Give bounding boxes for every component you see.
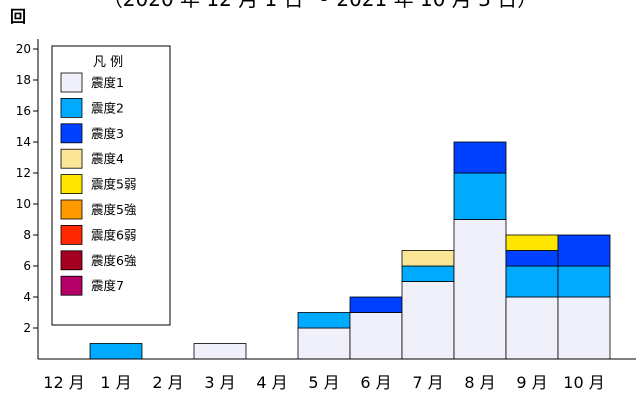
- y-tick-label: 18: [16, 73, 31, 87]
- x-tick-label: 3 月: [204, 373, 235, 392]
- chart-subtitle: （2020 年 12 月 1 日 ～ 2021 年 10 月 3 日）: [103, 0, 537, 11]
- x-tick-label: 8 月: [464, 373, 495, 392]
- y-ticks-group: 2 4 6 8 10 12 14 16 18 20: [16, 42, 38, 335]
- bar-segment: [193, 343, 247, 360]
- legend-label: 震度1: [91, 75, 124, 90]
- legend-swatch: [60, 224, 83, 245]
- y-tick-label: 14: [16, 135, 31, 149]
- bar-segment: [505, 234, 559, 251]
- bar-segment: [401, 281, 455, 360]
- bar-segment: [297, 327, 351, 360]
- legend-title: 凡 例: [93, 55, 123, 70]
- legend-label: 震度7: [91, 278, 124, 293]
- y-tick-label: 20: [16, 42, 31, 56]
- legend-label: 震度6弱: [91, 227, 136, 242]
- bar-segment: [453, 219, 507, 360]
- legend-swatch: [60, 98, 83, 118]
- bar-segment: [505, 265, 559, 298]
- x-tick-label: 5 月: [308, 373, 339, 392]
- x-tick-label: 1 月: [100, 373, 131, 392]
- legend-swatch: [60, 174, 83, 195]
- x-tick-label: 7 月: [412, 373, 443, 392]
- bar-segment: [557, 296, 611, 360]
- x-tick-label: 6 月: [360, 373, 391, 392]
- y-tick-label: 16: [16, 104, 31, 118]
- legend-swatch: [60, 199, 83, 220]
- y-tick-label: 2: [23, 321, 31, 335]
- legend-label: 震度4: [91, 151, 124, 166]
- axes-group: [37, 39, 636, 360]
- y-unit-label: 回: [10, 7, 26, 26]
- bar-segment: [453, 172, 507, 220]
- x-tick-label: 4 月: [256, 373, 287, 392]
- legend-label: 震度5強: [91, 202, 137, 217]
- bar-segment: [505, 250, 559, 267]
- bars-group: [89, 141, 611, 360]
- legend-swatch: [60, 123, 83, 144]
- x-tick-label: 10 月: [563, 373, 604, 392]
- legend-label: 震度6強: [91, 253, 137, 268]
- bar-segment: [89, 343, 143, 360]
- legend-label: 震度2: [91, 100, 124, 115]
- bar-segment: [401, 265, 455, 282]
- bar-segment: [557, 234, 611, 267]
- bar-segment: [297, 312, 351, 329]
- bar-segment: [349, 296, 403, 313]
- x-tick-label: 2 月: [152, 373, 183, 392]
- x-tick-label: 9 月: [516, 373, 547, 392]
- legend-swatch: [60, 250, 83, 271]
- x-ticks-group: 12 月 1 月 2 月 3 月 4 月 5 月 6 月 7 月 8 月 9 月 10 月: [43, 373, 604, 392]
- legend-swatch: [60, 72, 83, 93]
- bar-segment: [557, 265, 611, 298]
- y-tick-label: 4: [23, 290, 31, 304]
- y-tick-label: 10: [16, 197, 31, 211]
- legend-label: 震度5弱: [91, 177, 136, 192]
- bar-segment: [349, 312, 403, 360]
- y-tick-label: 12: [16, 166, 31, 180]
- bar-segment: [453, 141, 507, 174]
- bar-segment: [505, 296, 559, 360]
- x-tick-label: 12 月: [43, 373, 84, 392]
- legend-swatch: [60, 148, 83, 169]
- legend-label: 震度3: [91, 126, 124, 141]
- bar-segment: [401, 250, 455, 267]
- legend-swatch: [60, 275, 83, 296]
- y-tick-label: 8: [23, 228, 31, 242]
- y-tick-label: 6: [23, 259, 31, 273]
